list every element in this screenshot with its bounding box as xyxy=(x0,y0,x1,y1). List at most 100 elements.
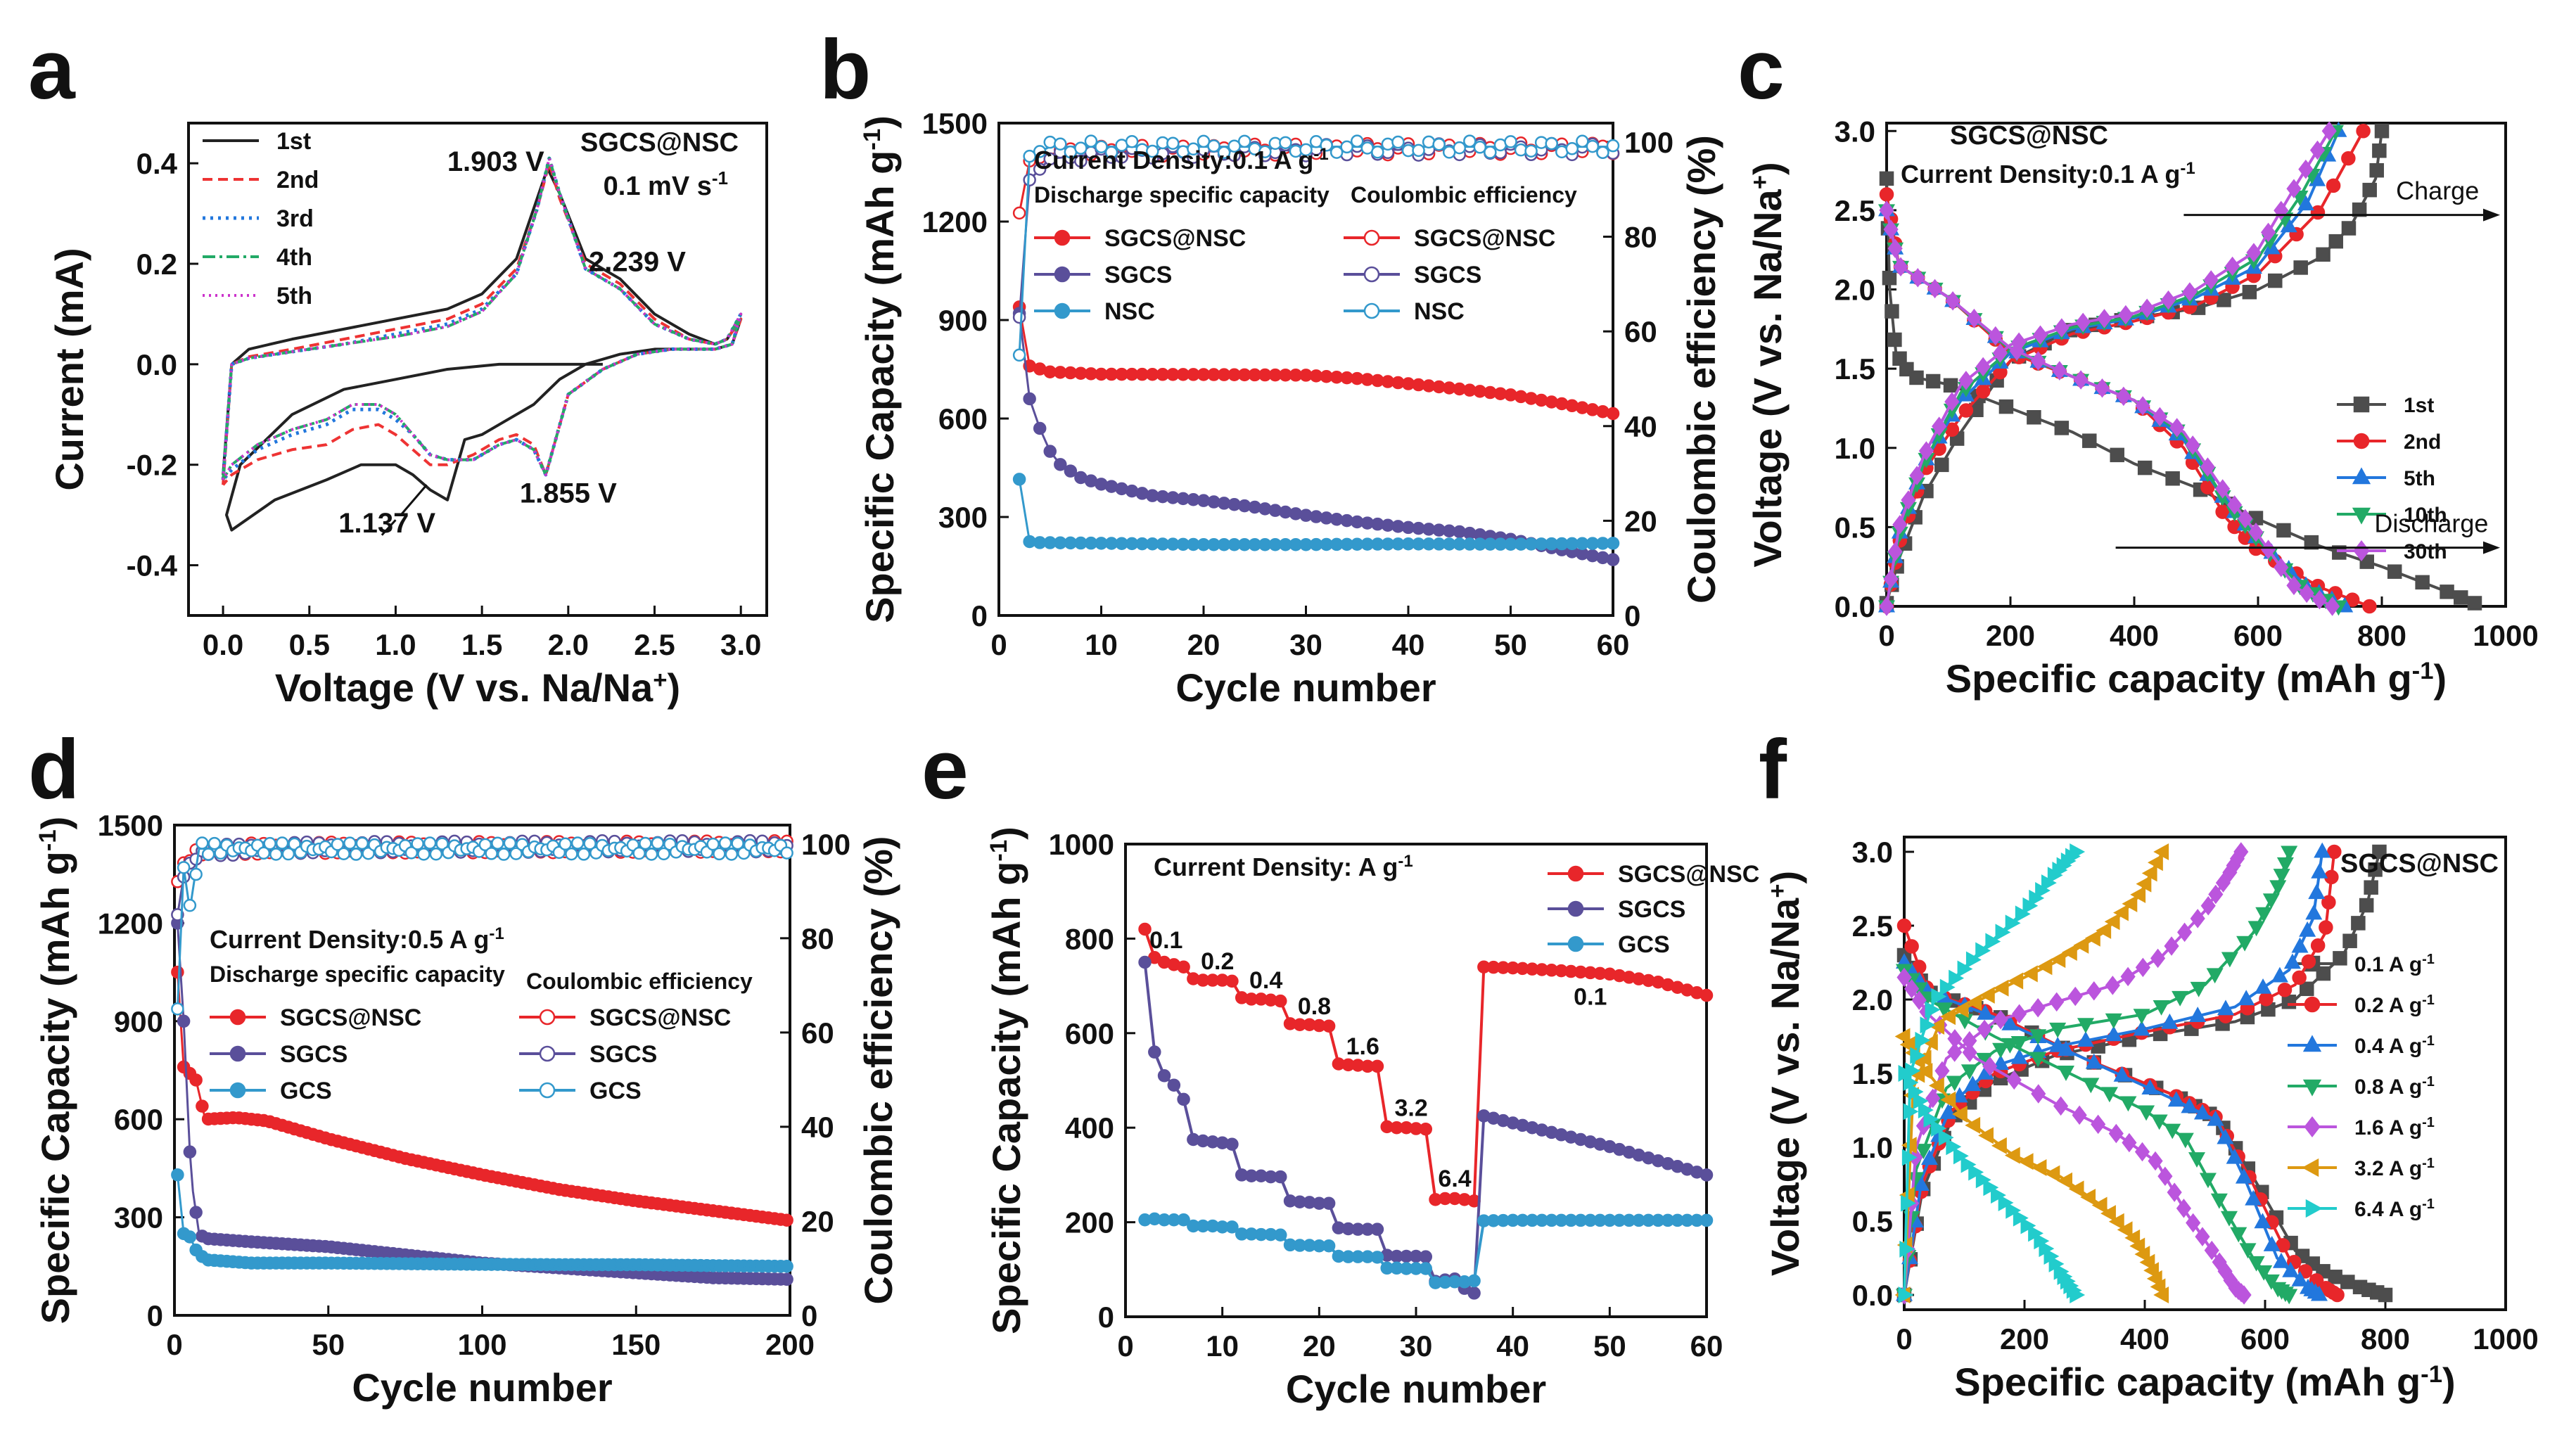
cv-curve-2nd xyxy=(222,162,743,486)
data-point xyxy=(1504,388,1517,402)
y2-tick-label: 20 xyxy=(1624,504,1657,537)
data-point xyxy=(1225,1137,1239,1151)
data-point xyxy=(2332,545,2347,560)
data-point xyxy=(1033,162,1047,176)
data-point xyxy=(1064,464,1078,478)
data-point xyxy=(1237,134,1251,148)
series-SGCS@NSC-left xyxy=(1012,300,1620,421)
x-tick-label: 0.5 xyxy=(289,628,330,661)
y-tick-label: 900 xyxy=(114,1005,163,1038)
data-point xyxy=(503,836,517,850)
data-point xyxy=(2362,182,2377,198)
y-tick-label: 600 xyxy=(1065,1017,1114,1050)
data-point xyxy=(1939,978,1956,996)
y-axis: 0.0 0.5 1.0 1.5 2.0 2.5 3.0 xyxy=(1835,115,1896,623)
data-point xyxy=(2012,1004,2027,1023)
data-point xyxy=(2378,1287,2393,1303)
x-axis-title-sup: + xyxy=(653,667,667,694)
series-GCS-right xyxy=(171,836,793,1016)
y-axis-title-main: Specific Capacity (mAh g xyxy=(984,862,1028,1334)
data-point xyxy=(2124,1229,2141,1246)
data-point xyxy=(1228,139,1241,153)
data-point xyxy=(2273,869,2290,884)
data-point xyxy=(2117,1221,2133,1239)
data-point xyxy=(2005,914,2021,932)
data-point xyxy=(2369,162,2384,178)
data-point xyxy=(1033,145,1047,158)
data-point xyxy=(2282,1261,2300,1277)
data-point xyxy=(1274,1228,1287,1241)
data-point xyxy=(171,908,184,921)
data-point xyxy=(1207,139,1220,153)
data-point xyxy=(1299,143,1313,157)
legend-label: 3rd xyxy=(276,205,314,232)
y2-tick-label: 40 xyxy=(1624,410,1657,443)
data-point xyxy=(2029,1029,2047,1045)
data-point xyxy=(1586,403,1600,416)
data-point xyxy=(2108,1123,2124,1144)
data-point xyxy=(1146,144,1159,158)
y-axis-title: Voltage (V vs. Na/Na+) xyxy=(1745,162,1790,567)
data-point xyxy=(362,847,375,860)
data-point xyxy=(2004,1147,2020,1164)
data-point xyxy=(2068,1180,2084,1198)
y-tick-label: 0 xyxy=(971,599,988,632)
legend-label-sup: -1 xyxy=(2422,1115,2435,1130)
data-point xyxy=(2359,554,2375,569)
x-axis: 0 10 20 30 40 50 60 xyxy=(1117,1307,1723,1362)
data-point xyxy=(552,845,566,860)
legend-label-main: 0.4 A g xyxy=(2354,1035,2422,1058)
data-point xyxy=(1125,134,1139,148)
data-point xyxy=(1944,392,1960,411)
legend-label: SGCS xyxy=(1414,262,1481,288)
x-tick-label: 10 xyxy=(1206,1329,1239,1362)
current-density-note: Current Density:0.5 A g-1 xyxy=(210,924,504,955)
data-point xyxy=(2075,312,2091,333)
note-rate-main: 0.1 mV s xyxy=(604,172,712,201)
data-point xyxy=(1700,1213,1714,1227)
legend-marker xyxy=(1054,266,1071,283)
data-point xyxy=(1892,515,1908,535)
data-point xyxy=(1979,986,1995,1004)
legend-marker xyxy=(229,1082,246,1099)
data-point xyxy=(2260,222,2276,243)
data-point xyxy=(1473,141,1487,154)
data-point xyxy=(183,1145,197,1158)
data-point xyxy=(177,1014,191,1028)
data-point xyxy=(2105,1026,2122,1042)
data-point xyxy=(1467,1274,1481,1288)
data-point xyxy=(1534,393,1548,407)
charge-curve xyxy=(1885,130,2337,607)
y-tick-label: 0.4 xyxy=(136,147,178,180)
data-point xyxy=(2029,1052,2047,1068)
data-point xyxy=(2116,386,2131,407)
y2-tick-label: 100 xyxy=(1624,126,1673,159)
data-point xyxy=(417,848,431,861)
note-label: SGCS@NSC xyxy=(580,128,739,158)
data-point xyxy=(1903,1103,1919,1121)
x-tick-label: 600 xyxy=(2240,1322,2290,1355)
data-point xyxy=(1887,542,1903,562)
data-point xyxy=(2100,1205,2116,1222)
y2-tick-label: 60 xyxy=(801,1016,834,1049)
data-point xyxy=(1883,219,1899,239)
data-point xyxy=(2217,1128,2234,1144)
data-point xyxy=(2291,1270,2309,1287)
y2-tick-label: 60 xyxy=(1624,315,1657,348)
data-point xyxy=(1555,397,1569,411)
cv-curve-1st xyxy=(222,167,743,532)
data-point xyxy=(429,848,443,861)
y-axis-title: Voltage (V vs. Na/Na+) xyxy=(1763,871,1807,1276)
series-NSC-right xyxy=(1012,134,1620,362)
data-point xyxy=(478,838,492,852)
data-point xyxy=(2351,916,2366,931)
panel-letter: a xyxy=(28,23,76,117)
data-point xyxy=(2217,293,2231,307)
y-tick-label: 1500 xyxy=(922,107,988,140)
data-point xyxy=(1960,1064,1978,1080)
legend-label-main: 1.6 A g xyxy=(2354,1116,2422,1139)
data-point xyxy=(1258,145,1272,158)
legend-label: SGCS@NSC xyxy=(280,1004,421,1031)
legend-label-sup: -1 xyxy=(2422,1156,2435,1171)
panel-f: f 0 200 400 600 800 1000 0.0 0.5 1.0 1.5 2.0 2.5 3.0 S… xyxy=(1759,722,2539,1404)
